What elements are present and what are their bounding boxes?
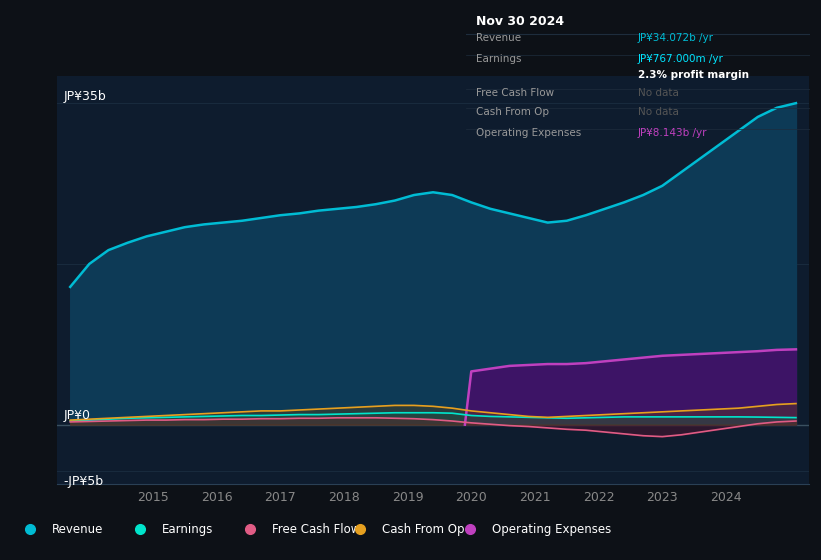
Text: No data: No data xyxy=(638,107,679,117)
Text: Earnings: Earnings xyxy=(162,522,213,536)
Text: JP¥8.143b /yr: JP¥8.143b /yr xyxy=(638,128,708,138)
Text: Cash From Op: Cash From Op xyxy=(476,107,549,117)
Text: Cash From Op: Cash From Op xyxy=(382,522,464,536)
Text: Free Cash Flow: Free Cash Flow xyxy=(476,88,554,98)
Text: No data: No data xyxy=(638,88,679,98)
Text: JP¥35b: JP¥35b xyxy=(64,90,107,103)
Text: Operating Expenses: Operating Expenses xyxy=(476,128,581,138)
Text: 2.3% profit margin: 2.3% profit margin xyxy=(638,70,749,80)
Text: Revenue: Revenue xyxy=(52,522,103,536)
Text: -JP¥5b: -JP¥5b xyxy=(64,475,104,488)
Text: Operating Expenses: Operating Expenses xyxy=(492,522,611,536)
Text: Revenue: Revenue xyxy=(476,33,521,43)
Text: Nov 30 2024: Nov 30 2024 xyxy=(476,15,564,27)
Text: Free Cash Flow: Free Cash Flow xyxy=(272,522,360,536)
Text: JP¥0: JP¥0 xyxy=(64,409,91,422)
Text: JP¥767.000m /yr: JP¥767.000m /yr xyxy=(638,54,724,64)
Text: Earnings: Earnings xyxy=(476,54,521,64)
Text: JP¥34.072b /yr: JP¥34.072b /yr xyxy=(638,33,714,43)
